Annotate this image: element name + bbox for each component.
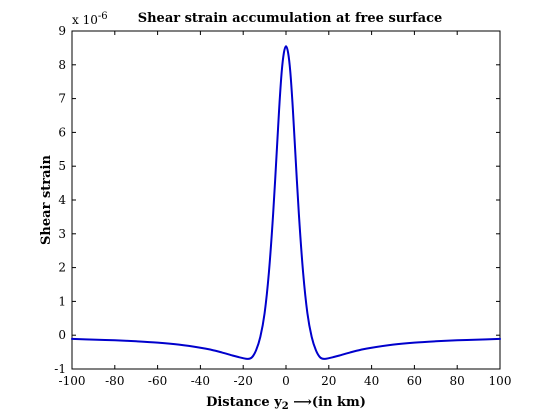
series-group [71,45,501,360]
x-tick-label: 60 [407,374,422,388]
y-tick-label: 5 [58,159,66,173]
x-tick-label: -80 [105,374,124,388]
x-axis-label-main: Distance y [206,395,282,410]
y-tick-label: 3 [58,227,66,241]
y-tick-label: 1 [58,294,66,308]
y-tick-label: 8 [58,58,66,72]
series-line-0 [71,45,501,360]
x-tick-label: -100 [59,374,86,388]
x-tick-label: 0 [282,374,290,388]
y-multiplier-exponent: -6 [98,11,108,22]
x-tick-label: -60 [148,374,167,388]
y-axis-label: Shear strain [39,155,54,245]
x-tick-label: 100 [489,374,512,388]
y-tick-label: 2 [58,261,66,275]
y-tick-label: 4 [58,193,66,207]
x-tick-label: -40 [191,374,210,388]
y-axis-multiplier: x 10-6 [72,11,108,27]
x-tick-label: 20 [321,374,336,388]
y-tick-label: 6 [58,125,66,139]
y-tick-label: 9 [58,24,66,38]
x-axis-label-suffix: ⟶(in km) [289,395,366,410]
x-axis-ticks: -100 -80 -60 -40 -20 0 20 40 60 80 100 [59,31,512,388]
x-tick-label: -20 [234,374,253,388]
y-tick-label: 7 [58,92,66,106]
x-tick-label: 80 [450,374,465,388]
chart-title: Shear strain accumulation at free surfac… [138,11,443,26]
y-axis-ticks: -1 0 1 2 3 4 5 6 7 8 9 [54,24,500,376]
x-axis-label: Distance y2 ⟶(in km) [206,395,366,412]
y-tick-label: -1 [54,362,66,376]
y-tick-label: 0 [58,328,66,342]
y-multiplier-prefix: x 10 [72,13,98,27]
plot-frame [71,30,501,370]
x-tick-label: 40 [364,374,379,388]
x-axis-label-subscript: 2 [282,401,289,412]
